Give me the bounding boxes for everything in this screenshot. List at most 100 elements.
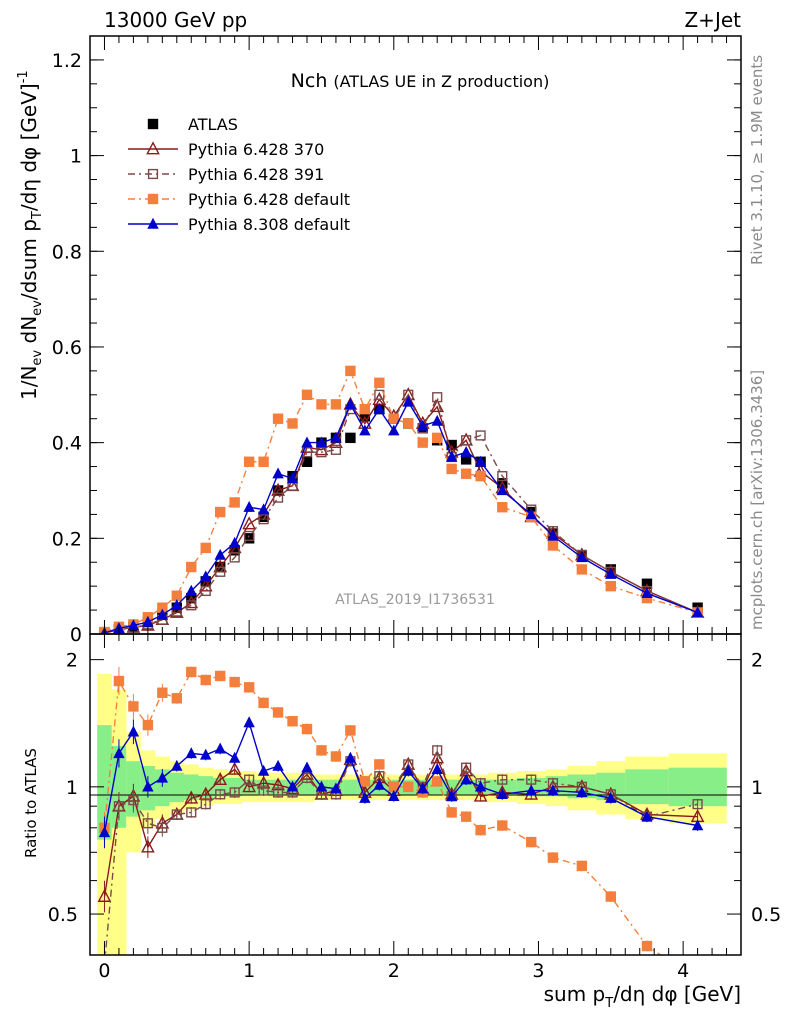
ratio-point-pythia-8-308-default [156,771,169,783]
ratio-point-pythia-8-308-default [214,742,226,754]
ratio-y-tick-label: 2 [66,650,78,672]
ratio-point-pythia-6-428-391 [200,799,211,810]
main-point-atlas [301,456,313,467]
ratio-point-pythia-8-308-default [315,780,328,792]
ratio-point-pythia-8-308-default [272,759,284,771]
ratio-point-pythia-6-428-default [359,776,371,787]
main-point-pythia-6-428-391 [461,435,472,446]
x-tick-label: 4 [677,960,689,982]
ratio-point-pythia-8-308-default [113,747,125,759]
main-point-pythia-8-308-default [228,536,241,548]
main-point-atlas [345,432,356,444]
ratio-point-pythia-6-428-391 [229,787,240,798]
ratio-point-pythia-8-308-default [301,761,313,773]
x-axis: 0 1 2 3 4 [89,36,742,982]
ratio-point-pythia-6-428-default [287,716,298,727]
ratio-point-pythia-6-428-default [547,852,559,863]
ratio-point-pythia-6-428-370 [213,771,228,786]
legend-marker-pythia-6-428-391 [147,168,159,180]
main-point-pythia-8-308-default [402,395,414,407]
ratio-point-pythia-6-428-default [258,697,269,709]
main-point-pythia-6-428-370 [271,482,285,496]
main-point-pythia-8-308-default [127,619,140,631]
mcplots-label: mcplots.cern.ch [arXiv:1306.3436] [748,370,766,630]
ratio-point-pythia-8-308-default [359,792,371,803]
main-line-pythia-6-428-391 [104,393,698,634]
main-y-tick-label: 0.6 [52,337,82,359]
legend-marker-pythia-6-428-370 [146,141,160,155]
x-tick-label: 0 [98,960,110,982]
ratio-point-pythia-8-308-default [402,764,414,776]
main-point-pythia-6-428-default [316,399,327,410]
ratio-point-pythia-6-428-default [330,751,342,762]
main-point-pythia-6-428-default [641,592,653,604]
ratio-point-pythia-6-428-391 [171,809,182,820]
main-point-pythia-6-428-default [330,399,342,410]
ratio-point-pythia-6-428-391 [157,822,168,833]
legend-marker-atlas [147,118,159,130]
legend-label-pythia-6-428-391: Pythia 6.428 391 [188,165,324,184]
ratio-point-pythia-6-428-default [641,940,653,952]
main-point-pythia-6-428-391 [497,471,508,482]
main-point-pythia-6-428-default [374,377,385,389]
main-point-pythia-8-308-default [445,450,458,462]
ratio-point-pythia-8-308-default [525,784,537,796]
main-point-pythia-8-308-default [200,570,212,582]
ratio-point-pythia-6-428-370 [242,779,256,793]
ratio-stat-band [184,774,199,801]
ratio-point-pythia-6-428-default [576,860,588,872]
main-point-pythia-6-428-default [547,540,559,551]
ratio-point-pythia-8-308-default [243,716,255,728]
ratio-point-pythia-8-308-default [330,782,342,794]
main-point-pythia-6-428-default [345,365,356,377]
main-point-pythia-6-428-391 [272,492,284,503]
ratio-point-pythia-6-428-default [526,836,537,848]
main-y-axis-title: 1/Nev dNev/dsum pT/dη dφ [GeV]-1 [16,70,45,400]
main-point-pythia-8-308-default [257,503,270,515]
ratio-point-pythia-6-428-391 [272,787,284,798]
main-point-pythia-6-428-391 [475,430,486,441]
ratio-point-pythia-8-308-default [605,792,617,803]
main-point-pythia-6-428-default [301,389,313,400]
main-point-pythia-6-428-391 [244,530,255,542]
ratio-y-axis: 0.5 0.5 1 1 2 2 [48,650,781,926]
x-tick-label: 1 [243,960,255,982]
main-point-pythia-6-428-default [497,502,508,513]
ratio-point-pythia-6-428-391 [258,785,269,796]
main-point-atlas [243,533,255,544]
ratio-point-pythia-6-428-default [113,675,125,687]
main-point-pythia-6-428-default [475,470,486,482]
ratio-stat-band [169,772,185,803]
main-point-atlas [460,454,472,465]
ratio-line-pythia-8-308-default [103,720,698,833]
main-point-pythia-8-308-default [605,568,617,579]
main-point-pythia-8-308-default [359,424,371,436]
main-point-pythia-8-308-default [301,436,313,448]
ratio-point-pythia-6-428-default [128,701,139,712]
main-point-pythia-6-428-default [287,418,298,429]
main-point-pythia-8-308-default [373,402,386,414]
main-point-pythia-6-428-391 [330,444,342,455]
ratio-point-pythia-8-308-default [388,790,400,801]
ratio-point-pythia-6-428-default [229,676,240,688]
ratio-point-pythia-6-428-default [200,674,211,686]
ratio-point-pythia-6-428-391 [244,774,255,785]
main-point-pythia-8-308-default [344,398,357,410]
ratio-y-tick-label-right: 0.5 [751,904,781,926]
x-axis-title: sum pT/dη dφ [GeV] [544,982,741,1011]
main-point-pythia-6-428-default [403,418,414,429]
ratio-point-pythia-8-308-default [474,780,487,792]
ratio-point-pythia-6-428-default [432,776,443,787]
ratio-y-tick-label-right: 1 [751,777,763,799]
ratio-point-pythia-6-428-default [605,891,616,902]
header-left: 13000 GeV pp [104,8,247,32]
ratio-point-pythia-6-428-default [301,723,313,735]
ratio-point-pythia-6-428-391 [692,799,703,810]
main-point-pythia-8-308-default [286,472,299,484]
main-point-pythia-6-428-default [157,602,168,613]
main-point-pythia-8-308-default [474,455,487,467]
ratio-point-pythia-8-308-default [286,780,299,792]
main-point-pythia-6-428-391 [200,585,211,597]
ratio-point-pythia-6-428-default [316,745,327,756]
